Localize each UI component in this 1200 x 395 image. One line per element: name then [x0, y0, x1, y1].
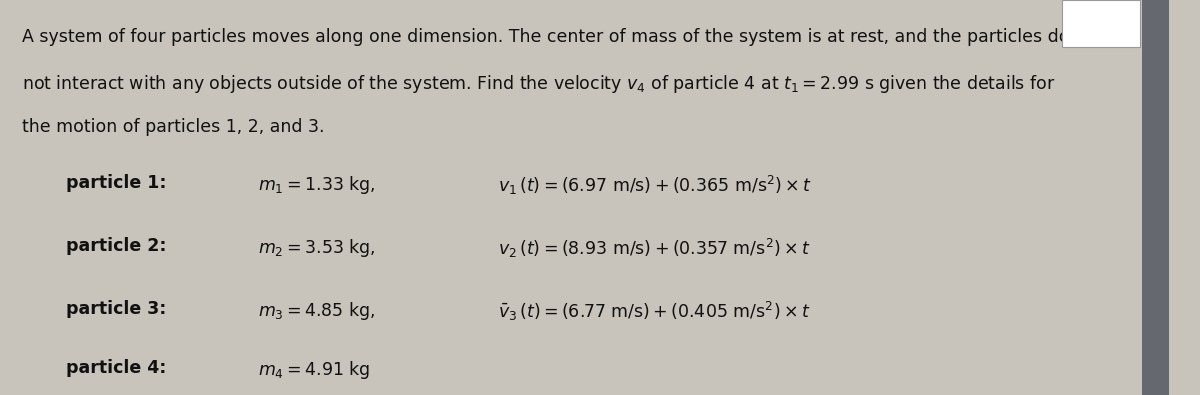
Bar [1142, 0, 1169, 395]
Text: $v_1\,(t) = (6.97\ \mathrm{m/s}) + (0.365\ \mathrm{m/s^2}) \times t$: $v_1\,(t) = (6.97\ \mathrm{m/s}) + (0.36… [498, 174, 812, 197]
Text: not interact with any objects outside of the system. Find the velocity $v_4$ of : not interact with any objects outside of… [22, 73, 1055, 95]
Text: $v_2\,(t) = (8.93\ \mathrm{m/s}) + (0.357\ \mathrm{m/s^2}) \times t$: $v_2\,(t) = (8.93\ \mathrm{m/s}) + (0.35… [498, 237, 811, 260]
Text: $m_2 = 3.53$ kg,: $m_2 = 3.53$ kg, [258, 237, 376, 259]
Text: particle 4:: particle 4: [66, 359, 167, 378]
Text: $m_3 = 4.85$ kg,: $m_3 = 4.85$ kg, [258, 300, 376, 322]
Text: particle 3:: particle 3: [66, 300, 167, 318]
Text: A system of four particles moves along one dimension. The center of mass of the : A system of four particles moves along o… [22, 28, 1069, 46]
Bar [1062, 0, 1140, 47]
Text: particle 1:: particle 1: [66, 174, 167, 192]
Text: $m_1 = 1.33$ kg,: $m_1 = 1.33$ kg, [258, 174, 376, 196]
Text: $\bar{v}_3\,(t) = (6.77\ \mathrm{m/s}) + (0.405\ \mathrm{m/s^2}) \times t$: $\bar{v}_3\,(t) = (6.77\ \mathrm{m/s}) +… [498, 300, 810, 323]
Text: the motion of particles 1, 2, and 3.: the motion of particles 1, 2, and 3. [22, 118, 324, 137]
Bar [0, 0, 10, 395]
Text: particle 2:: particle 2: [66, 237, 167, 255]
Text: $m_4 = 4.91$ kg: $m_4 = 4.91$ kg [258, 359, 371, 382]
